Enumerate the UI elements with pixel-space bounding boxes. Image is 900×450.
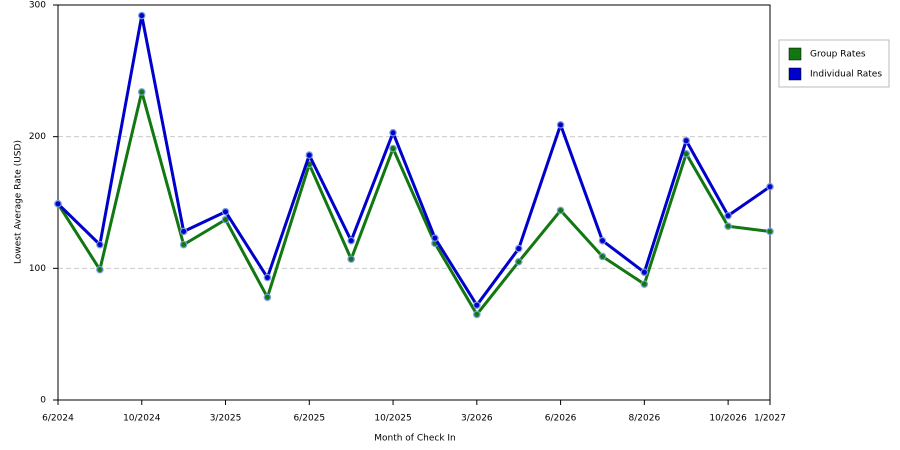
point xyxy=(682,136,691,145)
point xyxy=(640,280,649,288)
y-axis-title: Lowest Average Rate (USD) xyxy=(14,140,24,264)
point xyxy=(137,11,146,20)
x-tick-label: 8/2026 xyxy=(629,414,661,424)
legend-swatch xyxy=(788,47,802,61)
x-tick-label: 6/2024 xyxy=(42,414,74,424)
point xyxy=(514,244,523,253)
plot-frame xyxy=(57,4,771,401)
y-tick-label: 0 xyxy=(40,396,46,406)
point xyxy=(389,144,397,153)
point xyxy=(598,252,607,261)
x-tick-label: 6/2026 xyxy=(545,414,577,424)
legend-label: Group Rates xyxy=(810,50,866,60)
x-tick-label: 10/2025 xyxy=(374,414,411,424)
series-line xyxy=(56,14,771,307)
point xyxy=(221,207,230,216)
y-tick-label: 100 xyxy=(29,264,46,274)
point xyxy=(263,293,272,302)
x-tick-label: 10/2026 xyxy=(709,414,747,424)
x-tick-label: 6/2025 xyxy=(293,414,325,424)
point xyxy=(556,206,565,215)
x-tick-label: 1/2027 xyxy=(754,414,786,424)
point xyxy=(305,151,314,159)
point xyxy=(179,227,188,236)
point xyxy=(724,211,732,220)
point xyxy=(96,265,104,274)
legend-swatch xyxy=(788,67,802,81)
series-line xyxy=(56,90,771,316)
point xyxy=(473,310,481,319)
point xyxy=(389,128,397,137)
point xyxy=(347,236,355,245)
point xyxy=(54,200,62,208)
point xyxy=(221,215,230,224)
y-tick-label: 300 xyxy=(29,1,46,11)
x-tick-label: 3/2025 xyxy=(210,414,242,424)
point xyxy=(766,182,774,191)
point xyxy=(347,255,355,263)
point xyxy=(263,273,272,282)
point xyxy=(96,240,104,249)
x-axis-title: Month of Check In xyxy=(374,434,456,444)
point xyxy=(598,236,607,245)
point xyxy=(179,240,188,249)
x-tick-label: 3/2026 xyxy=(461,414,493,424)
point xyxy=(724,222,732,231)
y-tick-label: 200 xyxy=(29,132,46,142)
point xyxy=(431,234,439,242)
x-tick-label: 10/2024 xyxy=(123,414,161,424)
point xyxy=(640,268,649,277)
point xyxy=(137,88,146,96)
legend-label: Individual Rates xyxy=(810,70,882,80)
point xyxy=(473,301,481,310)
point xyxy=(766,227,774,236)
point xyxy=(556,121,565,129)
point xyxy=(514,257,523,266)
